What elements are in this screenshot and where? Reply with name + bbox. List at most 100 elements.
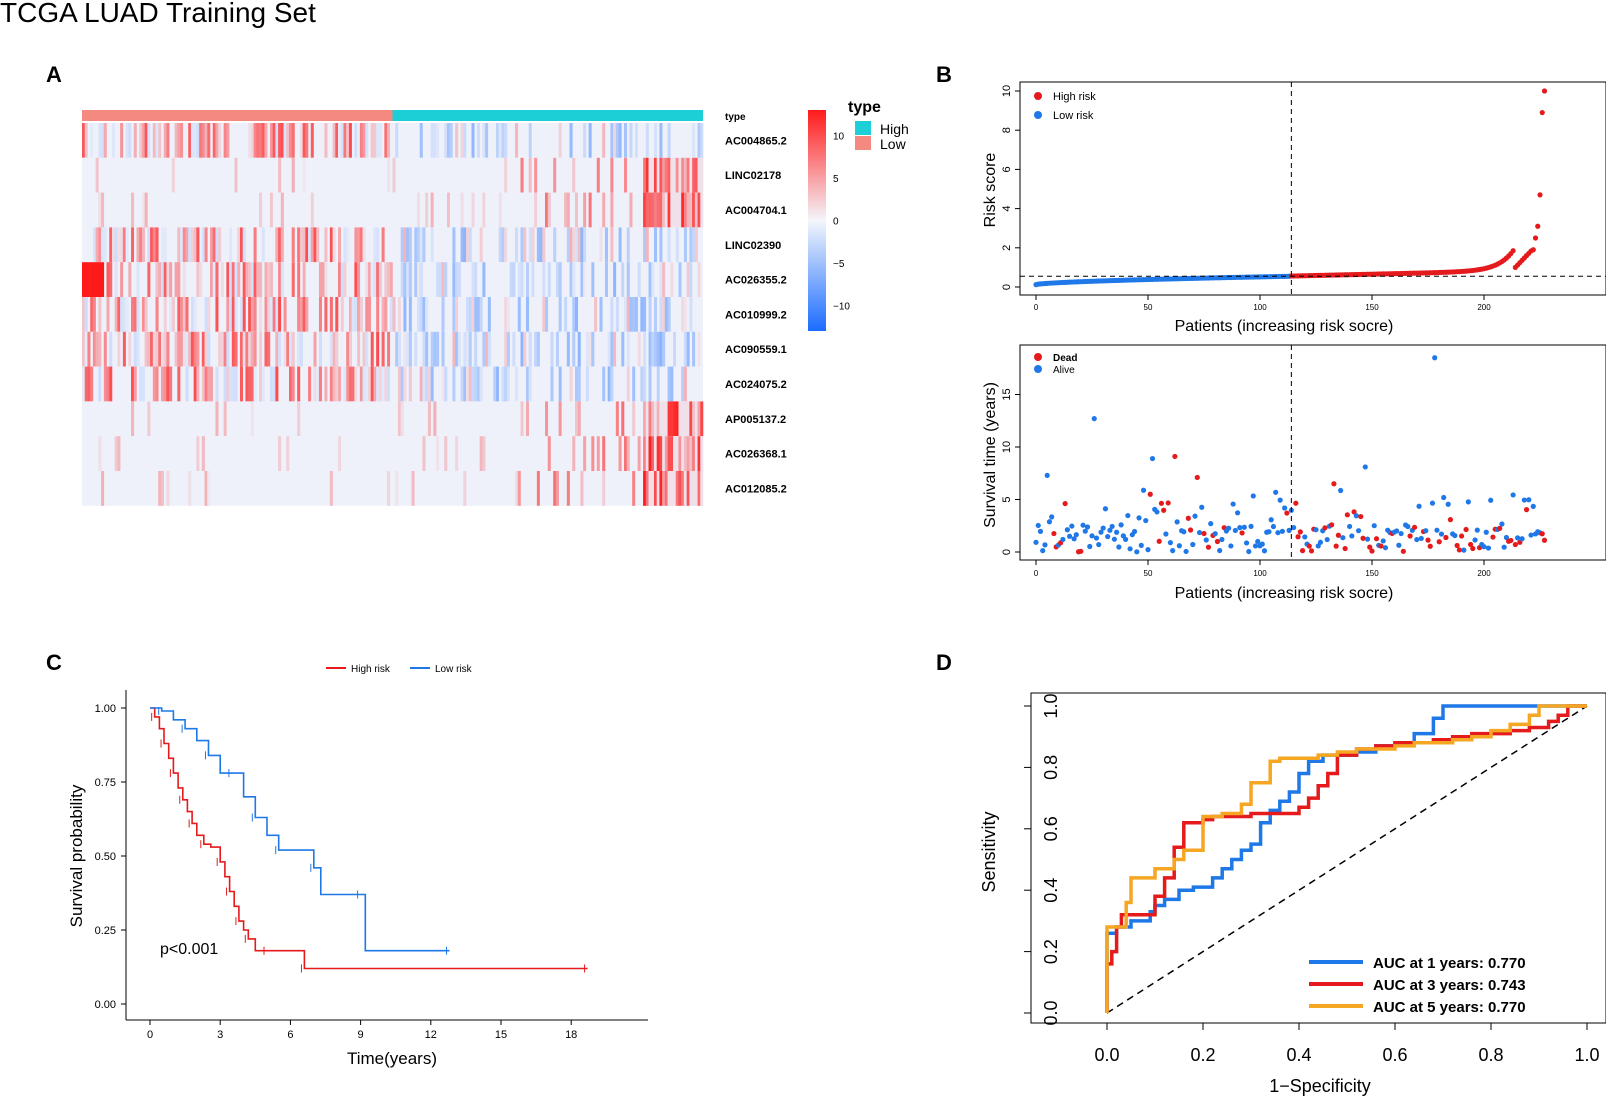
heatmap-cell [160,366,165,402]
dead-point [1512,541,1518,548]
type-annotation-label: type [725,112,746,123]
heatmap-cell [457,262,461,297]
heatmap-cell [645,192,649,228]
heatmap-cell [136,227,140,263]
dead-point [1342,545,1348,552]
heatmap-cell [667,366,671,402]
heatmap-cell [343,123,347,158]
heatmap-cell [667,297,671,332]
heatmap-cell [103,331,107,367]
dead-point [1497,525,1503,531]
heatmap-cell [378,262,382,297]
alive-point [1414,536,1420,543]
heatmap-cell [678,471,682,506]
heatmap-cell [354,366,358,402]
heatmap-cell [242,262,246,297]
heatmap-cell [517,471,521,506]
heatmap-cell [84,366,88,402]
heatmap-cell [640,297,644,332]
heatmap-cell [201,227,205,263]
heatmap-cell [531,262,535,297]
heatmap-cell [659,401,663,437]
heatmap-cell [653,331,657,367]
heatmap-cell [425,297,429,332]
heatmap-cell [460,192,464,228]
heatmap-cell [111,123,115,158]
survival-y-tick-label: 0 [1001,549,1013,555]
dead-point [1161,507,1167,513]
heatmap-cell [365,262,369,297]
risk-score-x-label: Patients (increasing risk socre) [1175,318,1394,335]
heatmap-cell [387,157,391,193]
heatmap-cell [602,123,606,158]
heatmap-cell [340,262,344,297]
heatmap-cell [629,192,633,228]
heatmap-cell [196,227,200,263]
heatmap-cell [389,262,393,297]
heatmap-cell [452,366,456,402]
dead-point [1411,524,1418,530]
heatmap-cell [591,436,595,471]
alive-point [1196,529,1203,536]
roc-y-label: Sensitivity [979,811,999,892]
heatmap-cell [103,227,107,263]
heatmap-cell [662,157,666,193]
heatmap-cell [667,227,671,263]
heatmap-cell [163,331,167,367]
heatmap-cell [131,366,135,402]
heatmap-cell [365,366,369,402]
heatmap-cell [651,157,655,193]
km-high-risk-curve [150,707,588,970]
heatmap-cell [283,123,287,158]
heatmap-cell [493,366,497,402]
heatmap-cell [452,331,456,367]
alive-point [1183,548,1189,555]
alive-point [1418,535,1424,542]
heatmap-cell [275,366,279,402]
heatmap-cell [629,297,633,332]
heatmap-cell [98,436,102,471]
heatmap-cell [207,331,211,367]
heatmap-cell [226,262,230,297]
heatmap-cell [528,227,532,263]
heatmap-cell [509,262,513,297]
heatmap-row-label: AC012085.2 [725,483,787,495]
heatmap-cell [82,123,86,158]
heatmap-cell [659,297,663,332]
alive-point [1364,536,1371,542]
heatmap-cell [683,436,687,471]
alive-point [1510,492,1516,498]
heatmap-cell [553,227,557,263]
alive-point [1485,545,1492,551]
roc-curves [1105,704,1587,1013]
alive-point [1394,528,1400,534]
heatmap-cell [673,157,677,193]
heatmap-cell [338,366,342,402]
heatmap-cell [267,262,271,297]
km-legend-high-label: High risk [351,664,391,675]
heatmap-cell [444,262,448,297]
alive-point [1266,529,1272,535]
heatmap-cell [471,123,475,158]
heatmap-cell [155,366,159,402]
heatmap-cell [468,366,472,402]
heatmap-cell [182,331,186,367]
alive-point [1275,530,1281,536]
heatmap-cell [697,123,701,158]
heatmap-cell [607,366,611,402]
heatmap-cell [634,297,638,332]
heatmap-cell [675,227,679,263]
heatmap-cell [82,366,86,402]
heatmap-cell [248,297,252,332]
heatmap-cell [700,471,704,506]
alive-point [1429,500,1436,506]
heatmap-cell [479,436,483,471]
heatmap-cell [267,331,271,367]
dead-point [1156,538,1162,544]
type-legend-label-high: High [880,121,909,137]
heatmap-cell [346,331,350,367]
heatmap-cell [430,192,434,228]
heatmap-cell [626,331,630,367]
alive-point [1380,538,1386,544]
risk-score-y-tick-label: 8 [1001,127,1013,133]
